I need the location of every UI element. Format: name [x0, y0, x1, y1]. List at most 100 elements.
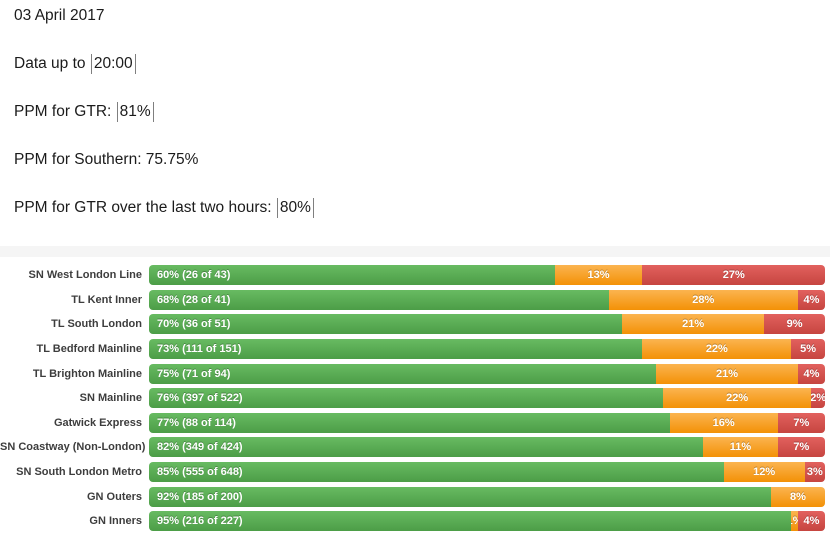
- bar-segment-red: 3%: [804, 462, 825, 483]
- chart-row: SN West London Line 60% (26 of 43) 13% 27%: [0, 263, 830, 288]
- chart-top-divider: [0, 246, 830, 257]
- bar-segment-amber: 12%: [723, 462, 805, 483]
- bar-segment-red: 9%: [764, 314, 825, 335]
- bar-track: 85% (555 of 648) 12% 3%: [149, 462, 825, 483]
- bar-track: 77% (88 of 114) 16% 7%: [149, 412, 825, 433]
- bar-segment-value-label: 7%: [793, 441, 810, 454]
- bar-segment-red: 5%: [791, 339, 825, 360]
- bar-segment-value-label: 68% (28 of 41): [157, 293, 231, 306]
- chart-row: TL Bedford Mainline 73% (111 of 151) 22% 5%: [0, 337, 830, 362]
- chart-row: Gatwick Express 77% (88 of 114) 16% 7%: [0, 411, 830, 436]
- bar-segment-value-label: 9%: [786, 318, 803, 331]
- bar-track: 95% (216 of 227) 1% 4%: [149, 511, 825, 532]
- bar-segment-value-label: 75% (71 of 94): [157, 367, 231, 380]
- bar-segment-value-label: 82% (349 of 424): [157, 441, 243, 454]
- bar-segment-amber: 22%: [662, 388, 812, 409]
- bar-segment-green: 60% (26 of 43): [149, 265, 555, 286]
- bar-segment-green: 70% (36 of 51): [149, 314, 623, 335]
- bar-segment-value-label: 1%: [791, 515, 798, 527]
- bar-segment-value-label: 4%: [803, 515, 820, 528]
- bar-segment-value-label: 21%: [682, 318, 705, 331]
- bar-segment-value-label: 28%: [692, 293, 715, 306]
- bar-track: 82% (349 of 424) 11% 7%: [149, 437, 825, 458]
- ppm-gtr-two-hours-value-field[interactable]: 80%: [276, 198, 314, 218]
- bar-segment-value-label: 27%: [722, 269, 745, 282]
- bar-segment-red: 7%: [777, 437, 825, 458]
- row-category-label: SN West London Line: [28, 269, 142, 282]
- bar-segment-value-label: 77% (88 of 114): [157, 416, 236, 429]
- bar-segment-value-label: 60% (26 of 43): [157, 269, 231, 282]
- chart-row: TL Brighton Mainline 75% (71 of 94) 21% 4%: [0, 361, 830, 386]
- bar-segment-value-label: 13%: [587, 269, 610, 282]
- bar-track: 76% (397 of 522) 22% 2%: [149, 388, 825, 409]
- ppm-southern-text: PPM for Southern: 75.75%: [14, 151, 199, 168]
- chart-row: SN Mainline 76% (397 of 522) 22% 2%: [0, 386, 830, 411]
- bar-segment-red: 27%: [642, 265, 825, 286]
- bar-segment-value-label: 22%: [726, 392, 749, 405]
- row-category-label: GN Inners: [89, 515, 142, 528]
- bar-segment-red: 4%: [797, 511, 825, 532]
- ppm-route-stacked-bar-chart: SN West London Line 60% (26 of 43) 13% 27% T…: [0, 263, 830, 534]
- bar-segment-amber: 21%: [656, 363, 798, 384]
- bar-segment-green: 68% (28 of 41): [149, 289, 609, 310]
- ppm-southern-line: PPM for Southern: 75.75%: [14, 150, 198, 170]
- bar-track: 75% (71 of 94) 21% 4%: [149, 363, 825, 384]
- row-category-label: GN Outers: [86, 490, 142, 503]
- bar-segment-value-label: 76% (397 of 522): [157, 392, 243, 405]
- bar-segment-amber: 11%: [703, 437, 778, 458]
- bar-segment-value-label: 70% (36 of 51): [157, 318, 231, 331]
- bar-segment-value-label: 16%: [712, 416, 735, 429]
- bar-track: 68% (28 of 41) 28% 4%: [149, 289, 825, 310]
- ppm-gtr-value-field[interactable]: 81%: [116, 102, 154, 122]
- bar-segment-value-label: 8%: [789, 490, 806, 503]
- bar-segment-green: 82% (349 of 424): [149, 437, 704, 458]
- bar-segment-amber: 13%: [554, 265, 643, 286]
- bar-segment-amber: 21%: [622, 314, 765, 335]
- row-category-label: SN Coastway (Non-London): [0, 441, 146, 454]
- bar-segment-green: 95% (216 of 227): [149, 511, 792, 532]
- bar-segment-amber: 16%: [669, 412, 778, 433]
- bar-segment-value-label: 2%: [811, 392, 825, 405]
- chart-row: GN Inners 95% (216 of 227) 1% 4%: [0, 509, 830, 534]
- bar-segment-value-label: 12%: [753, 466, 776, 479]
- row-category-label: Gatwick Express: [53, 416, 142, 429]
- row-category-label: TL Brighton Mainline: [32, 367, 142, 380]
- chart-row: TL Kent Inner 68% (28 of 41) 28% 4%: [0, 288, 830, 313]
- bar-segment-green: 85% (555 of 648): [149, 462, 724, 483]
- bar-segment-red: 7%: [777, 412, 825, 433]
- bar-track: 70% (36 of 51) 21% 9%: [149, 314, 825, 335]
- ppm-gtr-two-hours-label: PPM for GTR over the last two hours:: [14, 199, 276, 216]
- bar-segment-value-label: 92% (185 of 200): [157, 490, 243, 503]
- bar-segment-green: 73% (111 of 151): [149, 339, 643, 360]
- bar-segment-green: 75% (71 of 94): [149, 363, 656, 384]
- bar-segment-value-label: 11%: [729, 441, 752, 454]
- bar-segment-amber: 22%: [642, 339, 792, 360]
- ppm-gtr-label: PPM for GTR:: [14, 103, 116, 120]
- bar-track: 60% (26 of 43) 13% 27%: [149, 265, 825, 286]
- row-category-label: TL Bedford Mainline: [36, 343, 142, 356]
- bar-segment-value-label: 73% (111 of 151): [157, 343, 242, 356]
- chart-row: GN Outers 92% (185 of 200) 8%: [0, 484, 830, 509]
- row-category-label: TL Kent Inner: [71, 293, 142, 306]
- row-category-label: SN Mainline: [79, 392, 142, 405]
- bar-segment-value-label: 4%: [803, 293, 820, 306]
- bar-segment-value-label: 22%: [705, 343, 728, 356]
- ppm-gtr-two-hours-line: PPM for GTR over the last two hours: 80%: [14, 198, 314, 218]
- data-up-to-time-field[interactable]: 20:00: [90, 54, 136, 74]
- bar-segment-red: 4%: [797, 289, 825, 310]
- data-up-to-label: Data up to: [14, 55, 90, 72]
- bar-segment-amber: 1%: [791, 511, 798, 532]
- bar-segment-value-label: 5%: [800, 343, 817, 356]
- row-category-label: SN South London Metro: [16, 466, 142, 479]
- bar-segment-value-label: 21%: [715, 367, 738, 380]
- bar-segment-value-label: 7%: [793, 416, 810, 429]
- bar-segment-value-label: 95% (216 of 227): [157, 515, 243, 528]
- bar-segment-amber: 8%: [770, 486, 825, 507]
- ppm-gtr-line: PPM for GTR: 81%: [14, 102, 154, 122]
- chart-row: TL South London 70% (36 of 51) 21% 9%: [0, 312, 830, 337]
- data-up-to-line: Data up to 20:00: [14, 54, 136, 74]
- bar-segment-value-label: 3%: [806, 466, 823, 479]
- report-date: 03 April 2017: [14, 6, 105, 26]
- bar-segment-green: 77% (88 of 114): [149, 412, 670, 433]
- bar-segment-value-label: 85% (555 of 648): [157, 466, 243, 479]
